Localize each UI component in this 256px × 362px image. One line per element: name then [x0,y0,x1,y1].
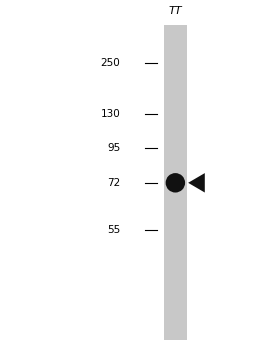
Text: 95: 95 [107,143,120,153]
Ellipse shape [166,173,185,193]
Text: 250: 250 [101,58,120,68]
Text: 72: 72 [107,178,120,188]
Text: 130: 130 [101,109,120,118]
Polygon shape [188,173,205,193]
Text: TT: TT [169,6,182,16]
Text: 55: 55 [107,225,120,235]
FancyBboxPatch shape [164,25,187,340]
